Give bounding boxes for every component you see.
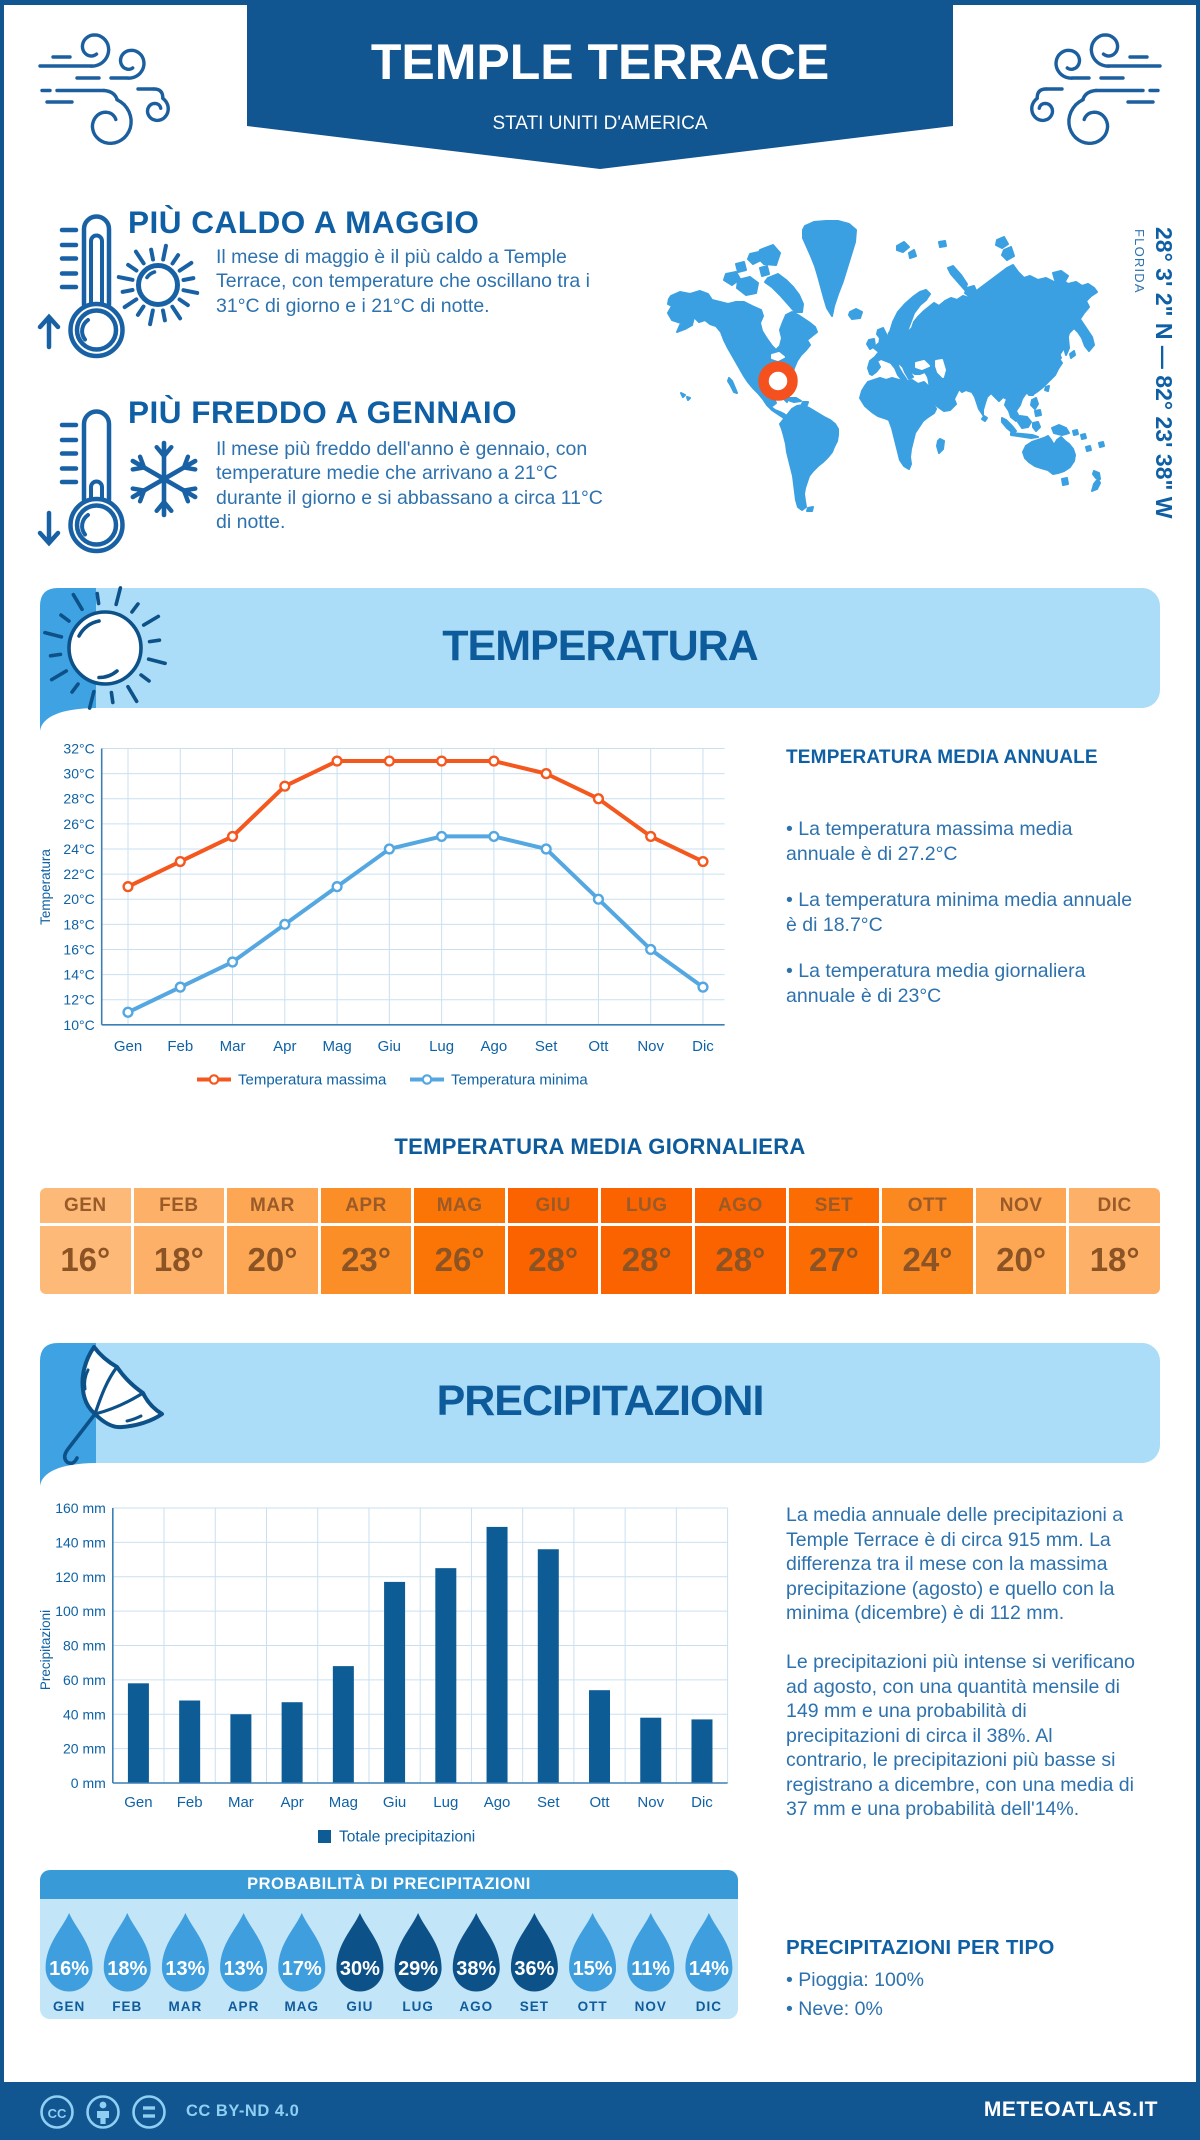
svg-text:Nov: Nov bbox=[637, 1038, 664, 1055]
svg-text:Mar: Mar bbox=[220, 1038, 246, 1055]
svg-text:Set: Set bbox=[537, 1794, 560, 1811]
svg-text:14°C: 14°C bbox=[63, 967, 94, 983]
svg-text:0 mm: 0 mm bbox=[71, 1775, 106, 1791]
svg-text:CC: CC bbox=[48, 2106, 67, 2121]
svg-text:22°C: 22°C bbox=[63, 866, 94, 882]
svg-text:Lug: Lug bbox=[433, 1794, 458, 1811]
svg-text:Precipitazioni: Precipitazioni bbox=[40, 1610, 53, 1690]
svg-text:GIU: GIU bbox=[346, 1999, 373, 2014]
svg-text:Apr: Apr bbox=[273, 1038, 296, 1055]
svg-text:30°C: 30°C bbox=[63, 766, 94, 782]
svg-text:Gen: Gen bbox=[114, 1038, 142, 1055]
svg-text:Temperatura minima: Temperatura minima bbox=[451, 1072, 588, 1089]
svg-text:29%: 29% bbox=[398, 1958, 438, 1980]
svg-text:40 mm: 40 mm bbox=[63, 1706, 106, 1722]
svg-text:28°C: 28°C bbox=[63, 791, 94, 807]
svg-text:60 mm: 60 mm bbox=[63, 1672, 106, 1688]
svg-text:10°C: 10°C bbox=[63, 1017, 94, 1033]
svg-text:Lug: Lug bbox=[429, 1038, 454, 1055]
svg-text:MAR: MAR bbox=[169, 1999, 203, 2014]
svg-text:SET: SET bbox=[520, 1999, 549, 2014]
svg-text:20°C: 20°C bbox=[63, 891, 94, 907]
svg-text:38%: 38% bbox=[456, 1958, 496, 1980]
svg-text:GEN: GEN bbox=[53, 1999, 85, 2014]
svg-text:MAG: MAG bbox=[285, 1999, 320, 2014]
svg-text:Set: Set bbox=[535, 1038, 558, 1055]
svg-text:20 mm: 20 mm bbox=[63, 1741, 106, 1757]
svg-text:13%: 13% bbox=[165, 1958, 205, 1980]
svg-text:26°C: 26°C bbox=[63, 816, 94, 832]
svg-text:Ago: Ago bbox=[484, 1794, 511, 1811]
svg-text:Mar: Mar bbox=[228, 1794, 254, 1811]
svg-text:Temperatura massima: Temperatura massima bbox=[238, 1072, 387, 1089]
svg-text:Totale precipitazioni: Totale precipitazioni bbox=[339, 1829, 475, 1846]
svg-text:FEB: FEB bbox=[112, 1999, 142, 2014]
svg-text:24°C: 24°C bbox=[63, 841, 94, 857]
svg-text:Ott: Ott bbox=[588, 1038, 609, 1055]
svg-text:120 mm: 120 mm bbox=[55, 1569, 106, 1585]
svg-text:Mag: Mag bbox=[322, 1038, 351, 1055]
svg-text:140 mm: 140 mm bbox=[55, 1534, 106, 1550]
svg-text:15%: 15% bbox=[573, 1958, 613, 1980]
svg-text:16%: 16% bbox=[49, 1958, 89, 1980]
svg-text:LUG: LUG bbox=[402, 1999, 434, 2014]
svg-text:Dic: Dic bbox=[691, 1794, 713, 1811]
svg-text:30%: 30% bbox=[340, 1958, 380, 1980]
svg-text:NOV: NOV bbox=[635, 1999, 667, 2014]
svg-text:16°C: 16°C bbox=[63, 941, 94, 957]
svg-text:36%: 36% bbox=[514, 1958, 554, 1980]
svg-text:13%: 13% bbox=[224, 1958, 264, 1980]
svg-text:100 mm: 100 mm bbox=[55, 1603, 106, 1619]
svg-text:Feb: Feb bbox=[177, 1794, 203, 1811]
svg-text:32°C: 32°C bbox=[63, 741, 94, 757]
svg-text:Apr: Apr bbox=[280, 1794, 303, 1811]
svg-text:Dic: Dic bbox=[692, 1038, 714, 1055]
svg-text:17%: 17% bbox=[282, 1958, 322, 1980]
svg-text:Giu: Giu bbox=[378, 1038, 401, 1055]
svg-text:12°C: 12°C bbox=[63, 992, 94, 1008]
svg-text:80 mm: 80 mm bbox=[63, 1638, 106, 1654]
svg-text:APR: APR bbox=[228, 1999, 260, 2014]
svg-text:Ago: Ago bbox=[481, 1038, 508, 1055]
svg-text:18%: 18% bbox=[107, 1958, 147, 1980]
svg-text:Gen: Gen bbox=[124, 1794, 152, 1811]
svg-text:Mag: Mag bbox=[329, 1794, 358, 1811]
svg-text:Giu: Giu bbox=[383, 1794, 406, 1811]
svg-text:14%: 14% bbox=[689, 1958, 729, 1980]
svg-text:AGO: AGO bbox=[459, 1999, 493, 2014]
svg-text:OTT: OTT bbox=[578, 1999, 608, 2014]
svg-text:11%: 11% bbox=[631, 1958, 670, 1980]
svg-text:Feb: Feb bbox=[167, 1038, 193, 1055]
svg-text:Temperatura: Temperatura bbox=[40, 849, 53, 925]
svg-text:Ott: Ott bbox=[590, 1794, 611, 1811]
svg-text:DIC: DIC bbox=[696, 1999, 722, 2014]
svg-text:Nov: Nov bbox=[637, 1794, 664, 1811]
svg-text:18°C: 18°C bbox=[63, 916, 94, 932]
svg-text:160 mm: 160 mm bbox=[55, 1500, 106, 1516]
